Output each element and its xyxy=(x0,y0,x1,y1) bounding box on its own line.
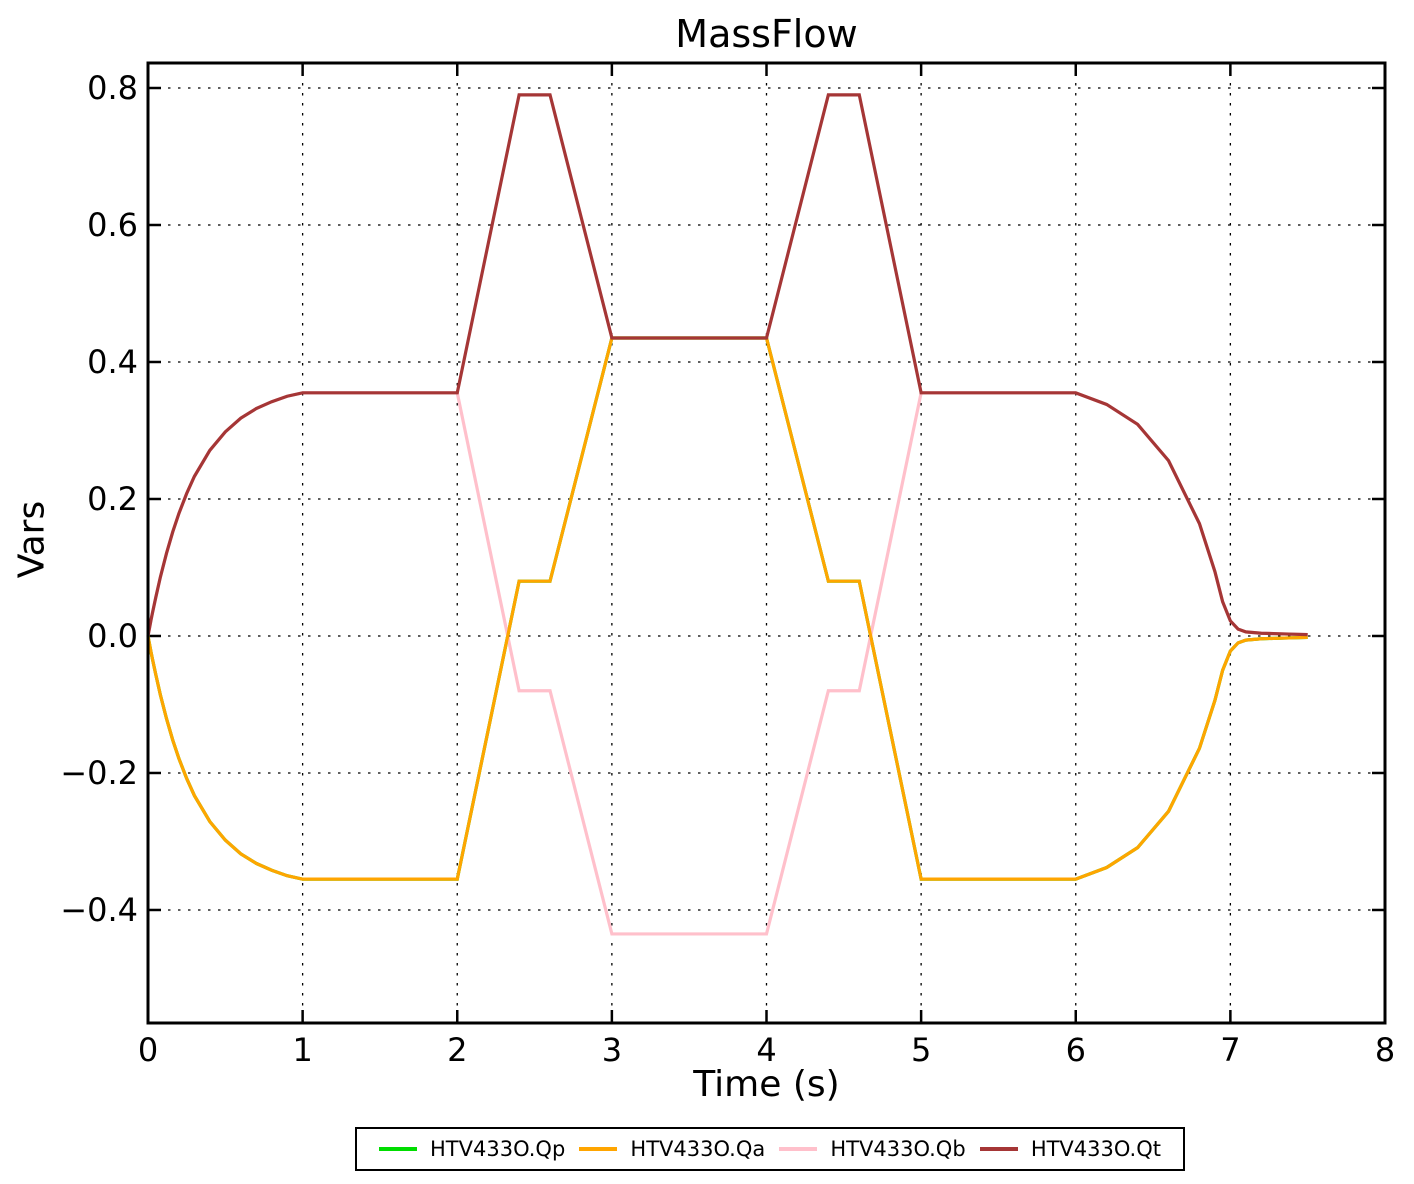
legend-line-swatch xyxy=(979,1147,1018,1151)
legend-line-swatch xyxy=(579,1147,618,1151)
y-tick-label: 0.0 xyxy=(87,616,138,655)
x-tick-label: 4 xyxy=(756,1031,777,1069)
y-tick-label: 0.2 xyxy=(87,479,138,518)
x-tick-label: 7 xyxy=(1220,1031,1241,1069)
y-axis-label: Vars xyxy=(11,500,53,579)
legend: HTV433O.Qp HTV433O.Qa HTV433O.Qb HTV433O.Qt xyxy=(355,1127,1185,1171)
legend-label: HTV433O.Qb xyxy=(830,1137,966,1161)
y-tick-label: 0.6 xyxy=(87,205,138,244)
x-tick-label: 0 xyxy=(137,1031,159,1069)
x-tick-label: 6 xyxy=(1065,1031,1086,1069)
y-tick-label: 0.4 xyxy=(87,342,138,381)
x-tick-label: 3 xyxy=(601,1031,623,1069)
x-axis-label: Time (s) xyxy=(693,1064,840,1105)
legend-item-qp: HTV433O.Qp xyxy=(379,1137,565,1161)
y-tick-label: −0.2 xyxy=(60,753,138,792)
x-tick-label: 1 xyxy=(292,1031,313,1069)
legend-label: HTV433O.Qt xyxy=(1030,1137,1161,1161)
y-tick-label: −0.4 xyxy=(60,890,138,929)
series-line-HTV433O.Qb xyxy=(146,391,1308,936)
legend-label: HTV433O.Qp xyxy=(430,1137,566,1161)
legend-item-qb: HTV433O.Qb xyxy=(779,1137,966,1161)
legend-line-swatch xyxy=(779,1147,818,1151)
legend-item-qa: HTV433O.Qa xyxy=(579,1137,765,1161)
series-line-HTV433O.Qa xyxy=(146,336,1308,881)
chart-title: MassFlow xyxy=(675,12,858,56)
x-tick-label: 5 xyxy=(910,1031,932,1069)
legend-label: HTV433O.Qa xyxy=(630,1137,766,1161)
series-line-HTV433O.Qp xyxy=(146,336,1308,881)
legend-item-qt: HTV433O.Qt xyxy=(979,1137,1161,1161)
legend-line-swatch xyxy=(379,1147,417,1151)
series-line-HTV433O.Qt xyxy=(146,93,1308,637)
plot-border xyxy=(146,61,1387,1025)
y-tick-label: 0.8 xyxy=(87,69,138,107)
x-tick-label: 8 xyxy=(1374,1031,1396,1069)
x-tick-label: 2 xyxy=(447,1031,468,1069)
